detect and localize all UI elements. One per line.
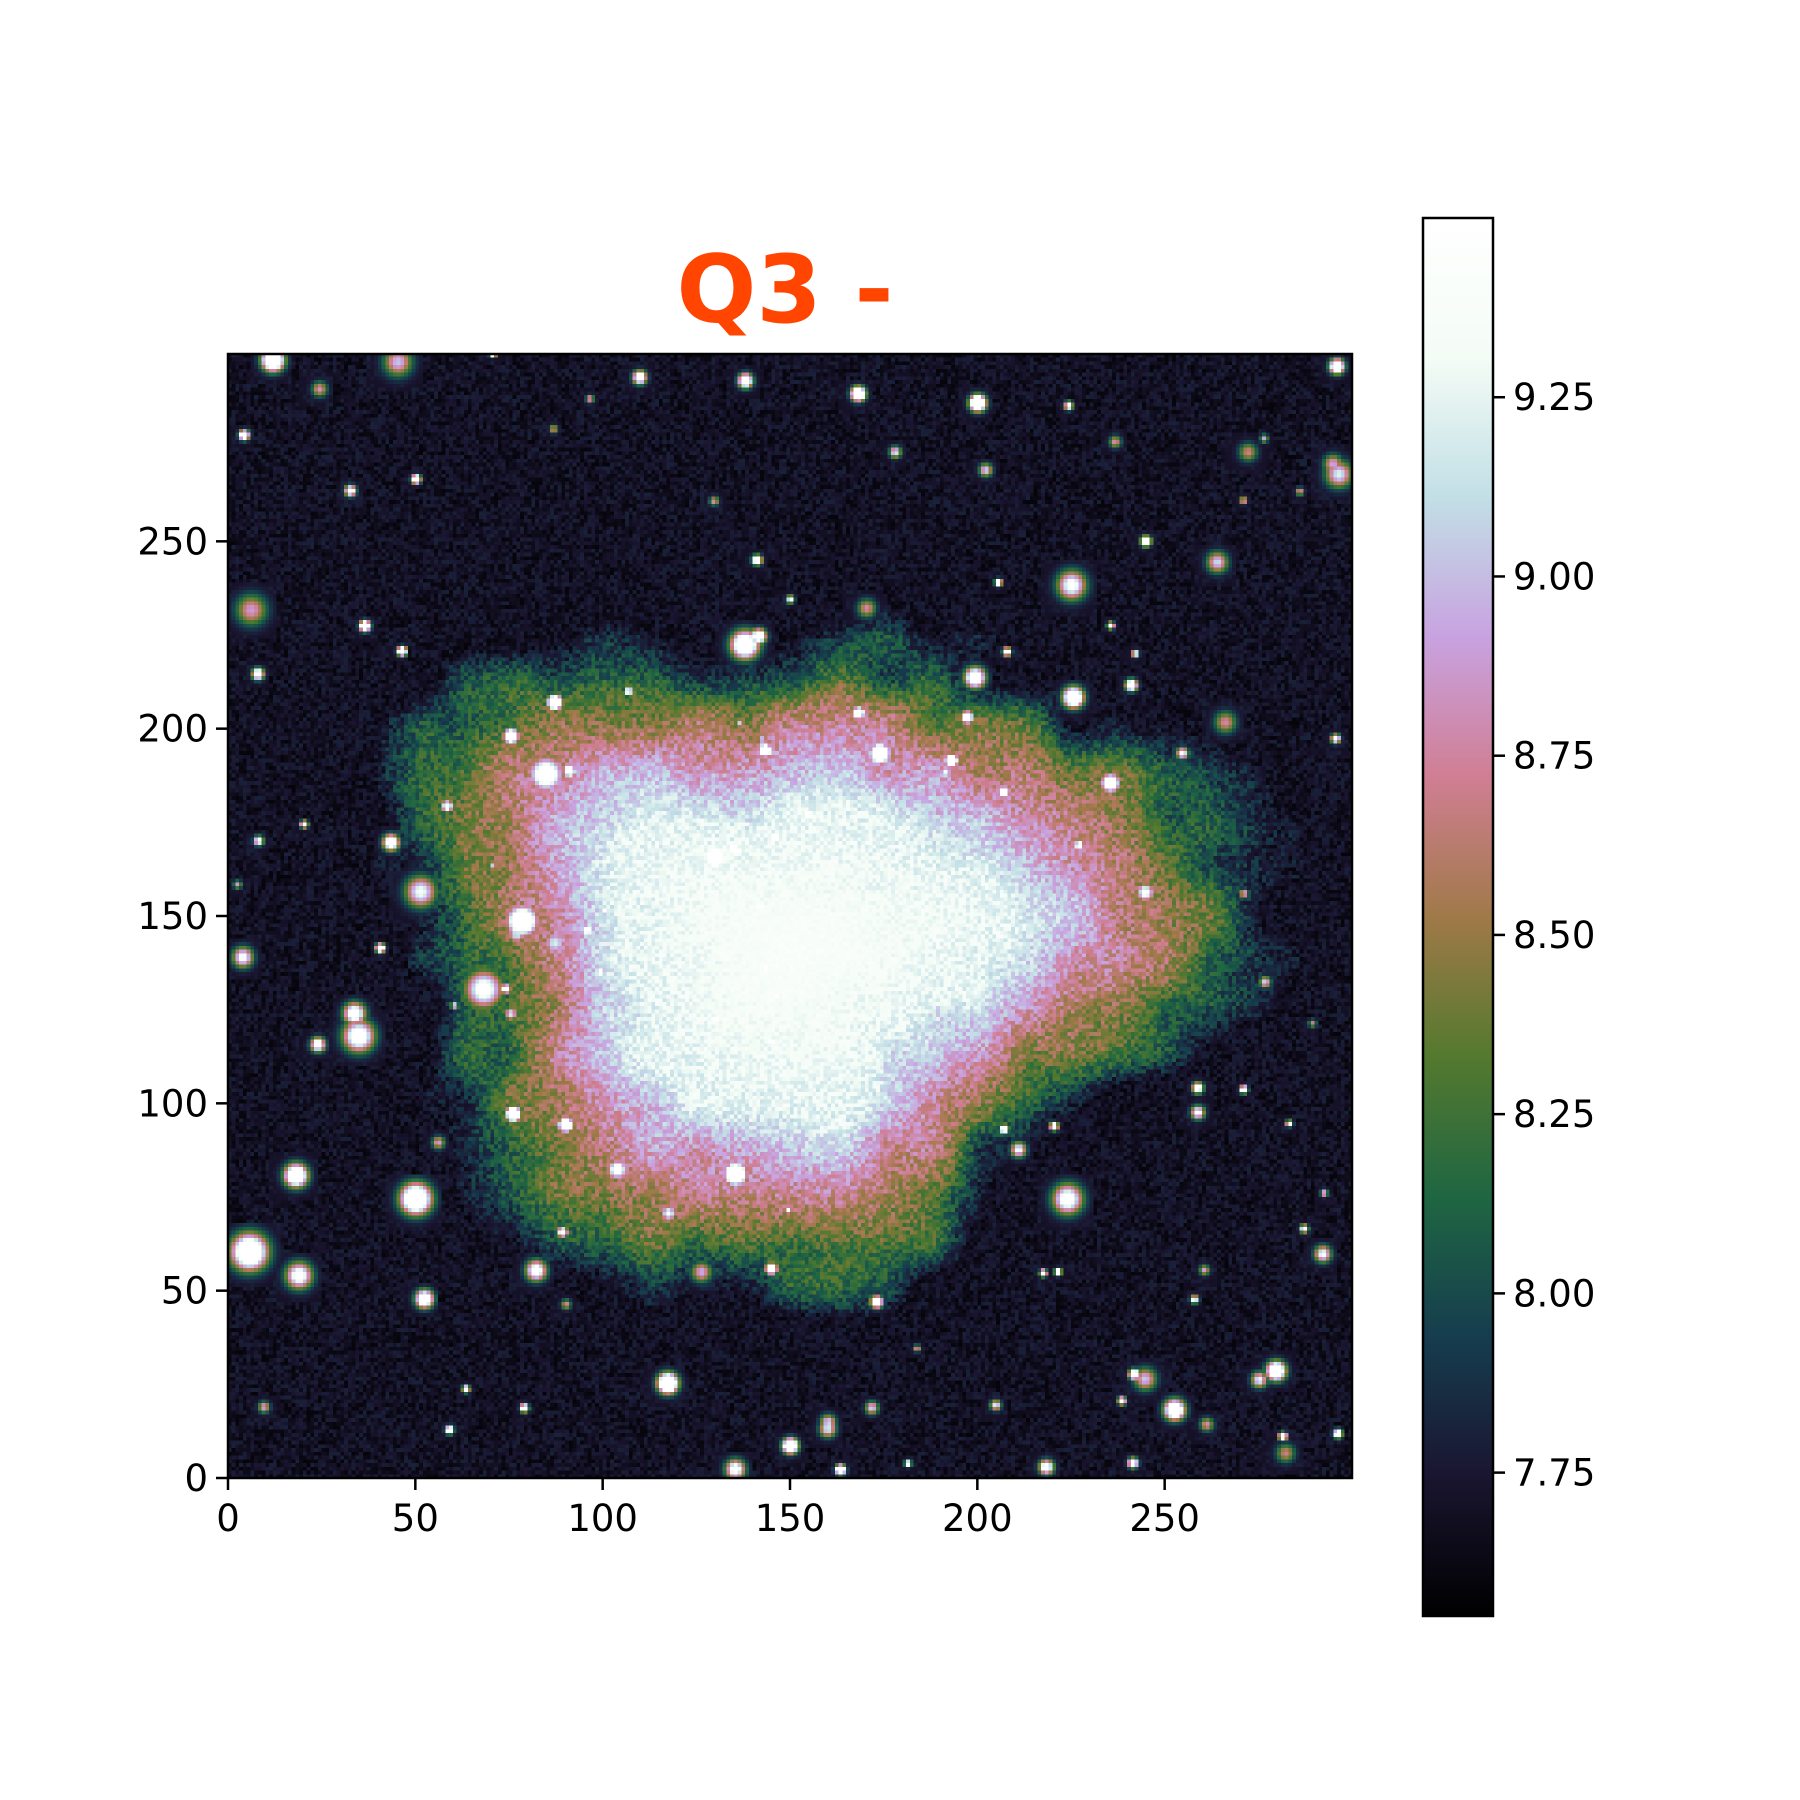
y-tick-label: 0 — [184, 1457, 208, 1500]
colorbar-tick-label: 8.75 — [1513, 735, 1595, 778]
colorbar-frame — [1421, 216, 1495, 1618]
image-plot — [228, 354, 1352, 1478]
y-tick-label: 200 — [137, 708, 208, 751]
y-tick-label: 150 — [137, 895, 208, 938]
y-tick-label: 100 — [137, 1082, 208, 1125]
colorbar-tick-label: 7.75 — [1513, 1452, 1595, 1495]
colorbar-ticks: 7.75 8.00 8.25 8.50 8.75 9.00 9.25 — [1493, 376, 1595, 1495]
y-axis: 0 50 100 150 200 250 — [137, 520, 228, 1500]
colorbar-gradient — [1423, 218, 1493, 1616]
colorbar-tick-label: 8.00 — [1513, 1272, 1595, 1315]
y-tick-label: 250 — [137, 520, 208, 563]
y-tick-label: 50 — [161, 1270, 208, 1313]
colorbar-tick-label: 8.50 — [1513, 914, 1595, 957]
chart-title: Q3 - — [676, 236, 893, 345]
colorbar: 7.75 8.00 8.25 8.50 8.75 9.00 9.25 — [1421, 216, 1595, 1618]
colorbar-tick-label: 8.25 — [1513, 1093, 1595, 1136]
x-tick-label: 250 — [1129, 1497, 1200, 1540]
colorbar-tick-label: 9.00 — [1513, 555, 1595, 598]
x-tick-label: 150 — [755, 1497, 826, 1540]
x-tick-label: 0 — [216, 1497, 240, 1540]
colorbar-tick-label: 9.25 — [1513, 376, 1595, 419]
nebula-image — [228, 354, 1352, 1478]
x-tick-label: 100 — [567, 1497, 638, 1540]
x-axis: 0 50 100 150 200 250 — [216, 1478, 1200, 1540]
x-tick-label: 50 — [392, 1497, 439, 1540]
x-tick-label: 200 — [942, 1497, 1013, 1540]
